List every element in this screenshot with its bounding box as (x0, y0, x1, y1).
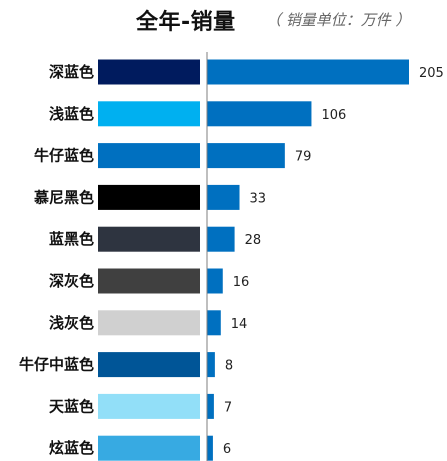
chart-title: 全年-销量 (136, 10, 236, 35)
color-swatch (98, 435, 200, 461)
category-label: 浅蓝色 (49, 105, 94, 123)
data-label: 6 (223, 442, 231, 457)
color-swatch (98, 101, 200, 127)
bar (207, 268, 223, 294)
category-label: 蓝黑色 (49, 230, 94, 248)
color-swatch (98, 184, 200, 210)
category-label: 牛仔蓝色 (34, 147, 94, 165)
color-swatch (98, 59, 200, 85)
bar (207, 59, 409, 85)
bar (207, 393, 214, 419)
color-swatch (98, 310, 200, 336)
category-label: 炫蓝色 (49, 439, 94, 457)
bar (207, 352, 215, 378)
data-label: 7 (224, 400, 232, 415)
bar (207, 310, 221, 336)
bar (207, 184, 240, 210)
data-label: 16 (233, 275, 250, 290)
data-label: 8 (225, 359, 233, 374)
category-label: 慕尼黑色 (33, 188, 94, 206)
bar (207, 435, 213, 461)
data-label: 28 (245, 233, 262, 248)
category-label: 浅灰色 (49, 314, 94, 332)
category-label: 深灰色 (49, 272, 94, 290)
category-label: 天蓝色 (49, 397, 94, 415)
data-label: 33 (250, 191, 267, 206)
data-label: 14 (231, 317, 248, 332)
bar (207, 143, 285, 169)
chart-title-area: 全年-销量 （ 销量单位：万件 ） (0, 0, 447, 36)
data-label: 106 (321, 108, 346, 123)
category-label: 牛仔中蓝色 (19, 356, 94, 374)
color-swatch (98, 393, 200, 419)
chart-unit-subtitle: （ 销量单位：万件 ） (266, 11, 411, 29)
color-swatch (98, 268, 200, 294)
color-swatch (98, 226, 200, 252)
bar (207, 101, 312, 127)
color-swatch (98, 143, 200, 169)
data-label: 79 (295, 150, 312, 165)
data-label: 205 (419, 66, 444, 81)
bar (207, 226, 235, 252)
category-label: 深蓝色 (49, 63, 94, 81)
color-swatch (98, 352, 200, 378)
